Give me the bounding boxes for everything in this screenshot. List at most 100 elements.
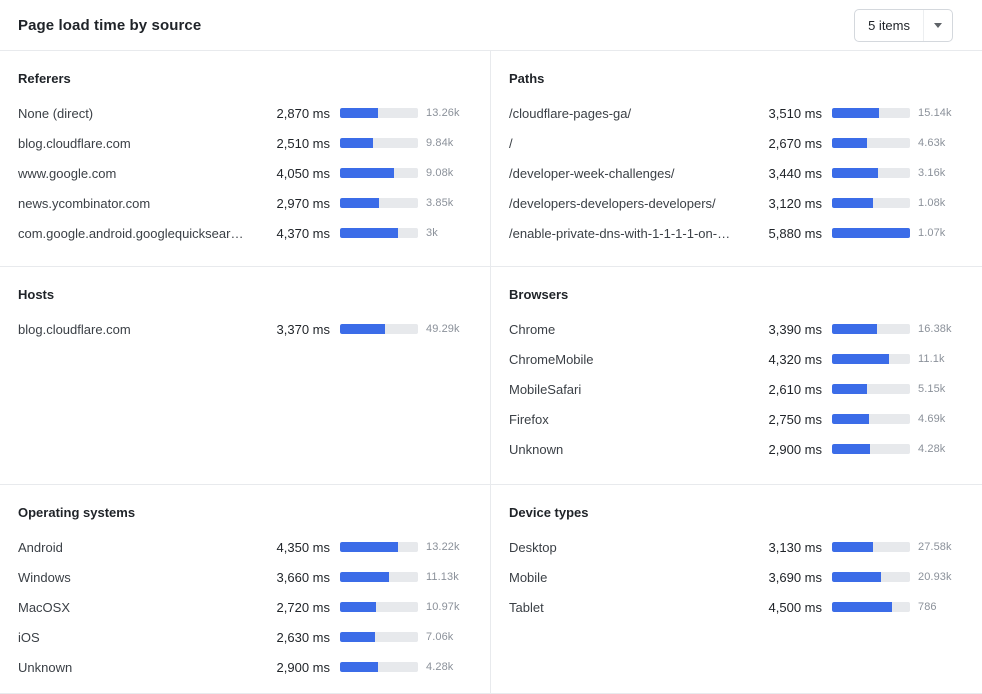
load-time-bar-fill — [832, 324, 877, 334]
row-label: blog.cloudflare.com — [18, 135, 131, 151]
row-load-time: 2,870 ms — [276, 105, 330, 121]
row-label: iOS — [18, 629, 40, 645]
row-load-time: 2,610 ms — [768, 381, 822, 397]
section-referers: Referers None (direct) 2,870 ms 13.26k b… — [0, 51, 491, 267]
load-time-bar — [340, 108, 418, 118]
load-time-bar — [832, 572, 910, 582]
row-load-time: 2,900 ms — [276, 659, 330, 675]
load-time-bar — [832, 108, 910, 118]
load-time-bar — [340, 572, 418, 582]
load-time-bar — [832, 138, 910, 148]
row-label: www.google.com — [18, 165, 117, 181]
page-title: Page load time by source — [18, 16, 202, 34]
row-label: ChromeMobile — [509, 351, 594, 367]
load-time-bar-fill — [340, 108, 379, 118]
row-load-time: 2,510 ms — [276, 135, 330, 151]
load-time-bar-fill — [832, 138, 868, 148]
row-load-time: 4,500 ms — [768, 599, 822, 615]
row-count: 10.97k — [426, 601, 460, 613]
load-time-bar-fill — [340, 228, 398, 238]
row-count: 4.69k — [918, 413, 946, 425]
row-label: com.google.android.googlequicksearc… — [18, 225, 250, 241]
stat-row: Unknown 2,900 ms 4.28k — [18, 652, 476, 682]
load-time-bar — [340, 198, 418, 208]
row-label: Chrome — [509, 321, 556, 337]
stat-row: blog.cloudflare.com 2,510 ms 9.84k — [18, 128, 476, 158]
load-time-bar — [340, 662, 418, 672]
section-rows: blog.cloudflare.com 3,370 ms 49.29k — [18, 314, 476, 344]
items-count-dropdown-label: 5 items — [868, 17, 910, 33]
row-load-time: 3,120 ms — [768, 195, 822, 211]
row-label: /enable-private-dns-with-1-1-1-1-on-… — [509, 225, 731, 241]
load-time-bar — [832, 384, 910, 394]
row-label: Mobile — [509, 569, 548, 585]
row-count: 7.06k — [426, 631, 454, 643]
load-time-bar — [340, 138, 418, 148]
load-time-bar-fill — [340, 168, 394, 178]
load-time-bar-fill — [340, 572, 389, 582]
row-count: 13.22k — [426, 541, 460, 553]
section-hosts: Hosts blog.cloudflare.com 3,370 ms 49.29… — [0, 267, 491, 485]
load-time-bar-fill — [832, 384, 867, 394]
row-count: 27.58k — [918, 541, 952, 553]
widget-header: Page load time by source 5 items — [0, 0, 982, 51]
row-count: 13.26k — [426, 107, 460, 119]
stat-row: MacOSX 2,720 ms 10.97k — [18, 592, 476, 622]
row-load-time: 2,720 ms — [276, 599, 330, 615]
row-load-time: 2,750 ms — [768, 411, 822, 427]
row-label: news.ycombinator.com — [18, 195, 151, 211]
row-load-time: 2,900 ms — [768, 441, 822, 457]
load-time-bar-fill — [832, 198, 874, 208]
section-title: Paths — [509, 71, 545, 86]
row-load-time: 4,320 ms — [768, 351, 822, 367]
load-time-bar — [832, 324, 910, 334]
stat-row: /cloudflare-pages-ga/ 3,510 ms 15.14k — [509, 98, 968, 128]
load-time-bar — [340, 168, 418, 178]
row-count: 1.07k — [918, 227, 946, 239]
items-count-dropdown[interactable]: 5 items — [854, 8, 953, 42]
stat-row: /developer-week-challenges/ 3,440 ms 3.1… — [509, 158, 968, 188]
stat-row: blog.cloudflare.com 3,370 ms 49.29k — [18, 314, 476, 344]
row-label: / — [509, 135, 513, 151]
row-load-time: 3,510 ms — [768, 105, 822, 121]
stat-row: Windows 3,660 ms 11.13k — [18, 562, 476, 592]
row-count: 5.15k — [918, 383, 946, 395]
stat-row: Chrome 3,390 ms 16.38k — [509, 314, 968, 344]
load-time-bar-fill — [832, 572, 881, 582]
stat-row: Mobile 3,690 ms 20.93k — [509, 562, 968, 592]
load-time-bar-fill — [832, 444, 871, 454]
row-label: /developer-week-challenges/ — [509, 165, 675, 181]
section-title: Hosts — [18, 287, 55, 302]
load-time-bar-fill — [832, 354, 890, 364]
stat-row: www.google.com 4,050 ms 9.08k — [18, 158, 476, 188]
load-time-bar — [340, 324, 418, 334]
load-time-bar — [832, 354, 910, 364]
stat-row: Unknown 2,900 ms 4.28k — [509, 434, 968, 464]
row-label: None (direct) — [18, 105, 94, 121]
section-rows: Android 4,350 ms 13.22k Windows 3,660 ms… — [18, 532, 476, 682]
row-label: Unknown — [509, 441, 564, 457]
load-time-bar-fill — [832, 602, 892, 612]
row-count: 786 — [918, 601, 937, 613]
stat-row: ChromeMobile 4,320 ms 11.1k — [509, 344, 968, 374]
load-time-bar-fill — [832, 414, 869, 424]
row-load-time: 3,370 ms — [276, 321, 330, 337]
row-load-time: 3,440 ms — [768, 165, 822, 181]
row-count: 9.08k — [426, 167, 454, 179]
row-load-time: 3,130 ms — [768, 539, 822, 555]
load-time-bar — [832, 414, 910, 424]
section-rows: /cloudflare-pages-ga/ 3,510 ms 15.14k / … — [509, 98, 968, 248]
load-time-bar-fill — [340, 138, 374, 148]
row-label: /cloudflare-pages-ga/ — [509, 105, 632, 121]
row-count: 3k — [426, 227, 438, 239]
load-time-bar-fill — [340, 324, 385, 334]
row-count: 1.08k — [918, 197, 946, 209]
stat-row: news.ycombinator.com 2,970 ms 3.85k — [18, 188, 476, 218]
row-count: 11.1k — [918, 353, 945, 365]
row-count: 3.16k — [918, 167, 946, 179]
stat-row: /developers-developers-developers/ 3,120… — [509, 188, 968, 218]
row-count: 4.63k — [918, 137, 946, 149]
row-count: 4.28k — [918, 443, 946, 455]
row-label: /developers-developers-developers/ — [509, 195, 716, 211]
